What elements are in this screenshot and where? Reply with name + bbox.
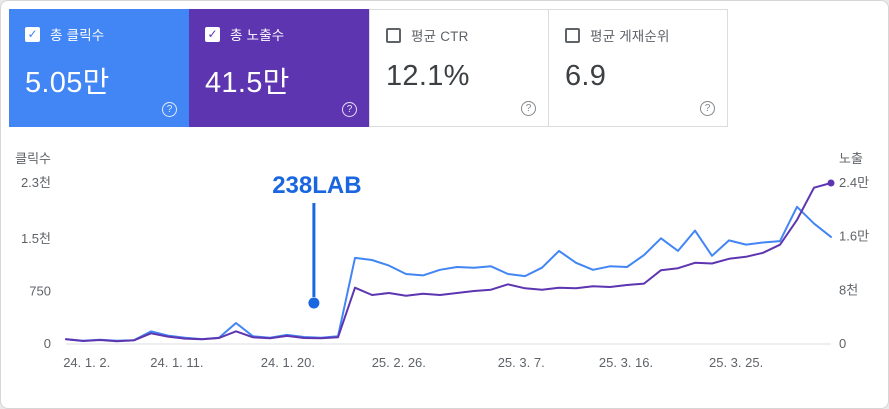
clicks-line (65, 205, 832, 342)
card-header: ✓ 총 노출수 (205, 24, 353, 44)
metric-label: 평균 CTR (411, 29, 469, 44)
clicks-checkbox[interactable]: ✓ (25, 26, 40, 42)
right-axis-tick: 2.4만 (839, 175, 869, 190)
left-axis-title: 클릭수 (15, 151, 51, 166)
help-icon[interactable]: ? (342, 102, 357, 117)
x-axis-tick: 24. 1. 2. (63, 355, 110, 370)
help-icon[interactable]: ? (162, 102, 177, 117)
clicks-impressions-chart: 클릭수 노출 0 750 1.5천 2.3천 0 8천 1.6만 2.4만 24. 1. 2. 24.… (15, 151, 869, 370)
performance-chart: 클릭수 노출 0 750 1.5천 2.3천 0 8천 1.6만 2.4만 24. 1. 2. 24.… (1, 131, 888, 408)
impressions-checkbox[interactable]: ✓ (205, 26, 220, 42)
metric-value: 6.9 (565, 60, 607, 92)
metric-value: 5.05만 (25, 67, 110, 99)
x-axis-tick: 25. 3. 16. (599, 355, 653, 370)
annotation-dot (308, 297, 320, 309)
x-axis-tick: 25. 3. 25. (709, 355, 763, 370)
metric-card-avg-position[interactable]: 평균 게재순위 6.9 ? (548, 9, 728, 127)
card-header: 평균 게재순위 (565, 25, 711, 45)
right-axis-tick: 8천 (839, 282, 858, 297)
metric-value: 12.1% (386, 60, 470, 92)
left-axis-tick: 1.5천 (21, 231, 51, 246)
ctr-checkbox[interactable] (386, 27, 401, 43)
right-axis-tick: 1.6만 (839, 229, 869, 244)
x-axis-tick: 25. 2. 26. (372, 355, 426, 370)
left-axis-tick: 2.3천 (21, 175, 51, 190)
card-header: ✓ 총 클릭수 (25, 24, 173, 44)
metric-value: 41.5만 (205, 67, 290, 99)
x-axis-tick: 24. 1. 11. (150, 355, 203, 370)
impressions-end-dot (827, 179, 835, 187)
impressions-line (65, 182, 832, 343)
metric-card-total-impressions[interactable]: ✓ 총 노출수 41.5만 ? (189, 9, 369, 127)
annotation-label: 238LAB (272, 172, 361, 199)
help-icon[interactable]: ? (521, 101, 536, 116)
left-axis-tick: 750 (29, 284, 51, 299)
metric-card-total-clicks[interactable]: ✓ 총 클릭수 5.05만 ? (9, 9, 189, 127)
metric-label: 총 노출수 (230, 28, 285, 43)
x-axis-tick: 25. 3. 7. (498, 355, 545, 370)
right-axis-title: 노출 (839, 151, 863, 166)
position-checkbox[interactable] (565, 27, 580, 43)
right-axis-tick: 0 (839, 336, 846, 351)
metric-label: 총 클릭수 (50, 28, 105, 43)
metric-card-avg-ctr[interactable]: 평균 CTR 12.1% ? (369, 9, 549, 127)
metric-label: 평균 게재순위 (590, 29, 670, 44)
card-header: 평균 CTR (386, 25, 532, 45)
help-icon[interactable]: ? (700, 101, 715, 116)
x-axis-tick: 24. 1. 20. (261, 355, 315, 370)
metric-cards-row: ✓ 총 클릭수 5.05만 ? ✓ 총 노출수 41.5만 ? 평균 CTR 1… (9, 9, 728, 127)
left-axis-tick: 0 (44, 336, 51, 351)
